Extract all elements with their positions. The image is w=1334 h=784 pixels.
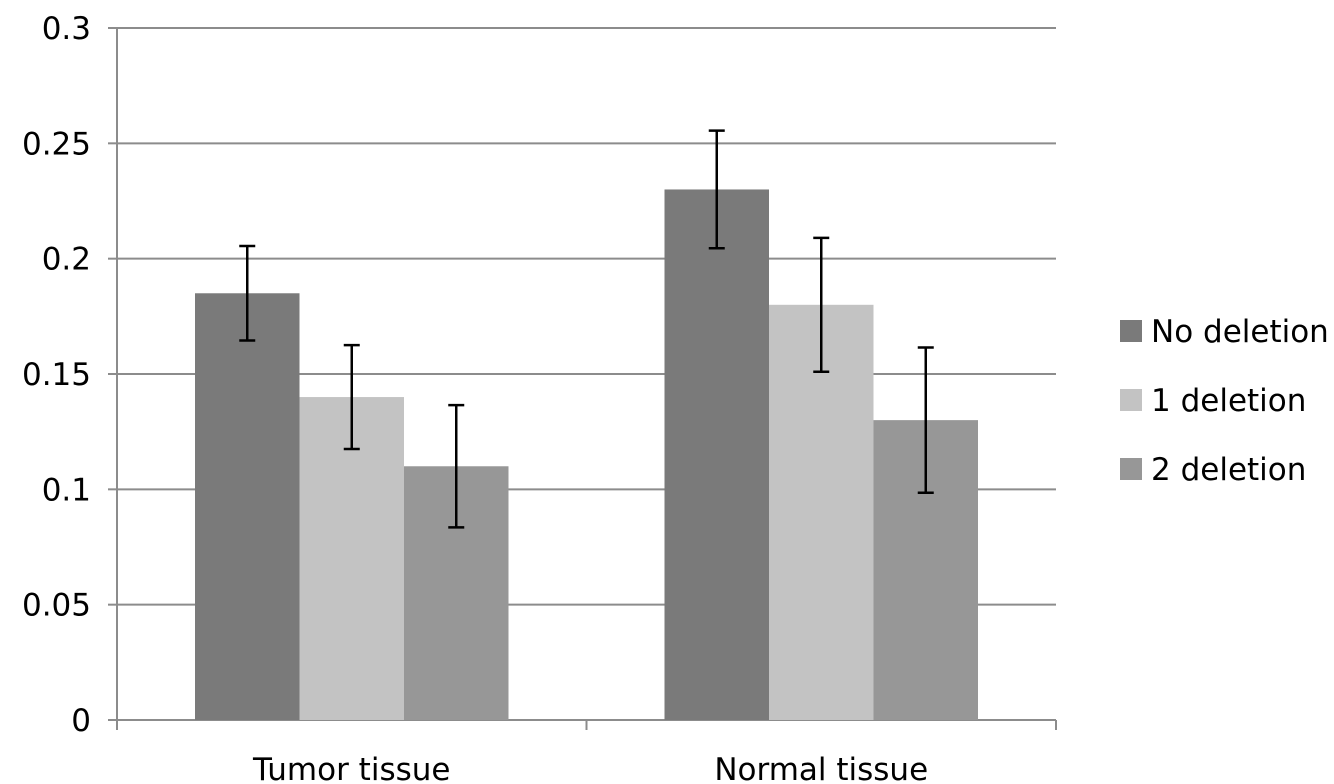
y-tick-label: 0.3 xyxy=(42,11,91,47)
legend-swatch xyxy=(1120,320,1142,342)
legend-swatch xyxy=(1120,389,1142,411)
y-tick-label: 0.25 xyxy=(22,126,91,162)
bar xyxy=(299,397,404,720)
legend-label: 1 deletion xyxy=(1151,383,1306,419)
y-tick-label: 0.1 xyxy=(42,472,91,508)
error-bars xyxy=(239,129,934,529)
x-category-label: Tumor tissue xyxy=(252,752,450,784)
bar xyxy=(769,304,874,720)
x-category-label: Normal tissue xyxy=(714,752,928,784)
y-tick-label: 0.2 xyxy=(42,242,91,278)
y-tick-label: 0 xyxy=(71,703,91,739)
legend-label: 2 deletion xyxy=(1151,452,1306,488)
y-tick-label: 0.05 xyxy=(22,588,91,624)
bar xyxy=(195,293,300,720)
bar xyxy=(664,189,769,720)
y-tick-label: 0.15 xyxy=(22,357,91,393)
bars xyxy=(195,189,978,720)
legend-label: No deletion xyxy=(1151,314,1329,350)
legend-swatch xyxy=(1120,458,1142,480)
tick-labels: 0 0.05 0.1 0.15 0.2 0.25 0.3 Tumor tissue Normal… xyxy=(22,11,928,784)
legend: No deletion 1 deletion 2 deletion xyxy=(1120,314,1329,488)
